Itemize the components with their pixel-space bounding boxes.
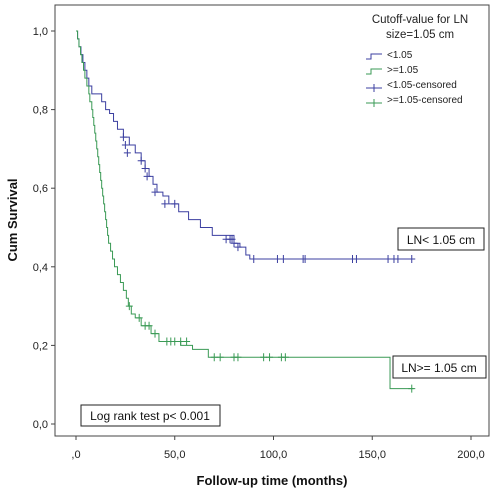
- censor-mark-series-0: [279, 254, 287, 263]
- annotation-ge105-box: [392, 355, 487, 379]
- legend-title-line-2: size=1.05 cm: [386, 29, 454, 41]
- log-rank-box: [80, 404, 221, 427]
- legend-item-ge105: >=1.05: [366, 65, 419, 76]
- censor-mark-series-0: [234, 243, 242, 252]
- censor-mark-series-0: [121, 140, 129, 149]
- censor-mark-series-1: [177, 337, 185, 346]
- legend-label-ge105-censored: >=1.05-censored: [387, 95, 463, 106]
- censor-mark-series-0: [273, 254, 281, 263]
- x-tick-label: 200,0: [457, 449, 485, 461]
- x-tick-label: 150,0: [358, 449, 386, 461]
- log-rank-annotation: Log rank test p< 0.001: [80, 404, 221, 427]
- censor-mark-series-0: [301, 254, 309, 263]
- legend-item-lt105: <1.05: [366, 50, 413, 61]
- censor-mark-series-1: [281, 353, 289, 362]
- censor-mark-series-1: [183, 337, 191, 346]
- censor-mark-series-1: [151, 329, 159, 338]
- legend-symbol-lt105-censored: [366, 84, 382, 92]
- censor-mark-series-0: [250, 254, 258, 263]
- legend-title-line-1: Cutoff-value for LN: [372, 14, 468, 26]
- legend-item-lt105-censored: <1.05-censored: [366, 80, 457, 92]
- legend-symbol-ge105: [366, 68, 382, 75]
- x-tick-label: 50,0: [164, 449, 185, 461]
- survival-curves: [76, 30, 414, 390]
- censor-mark-series-0: [123, 148, 131, 157]
- censor-mark-series-1: [266, 353, 274, 362]
- censor-mark-series-1: [171, 337, 179, 346]
- censor-mark-series-1: [125, 302, 133, 311]
- legend: Cutoff-value for LN size=1.05 cm <1.05 >…: [366, 14, 468, 107]
- y-tick-label: 0,8: [33, 105, 48, 117]
- annotation-ge105: LN>= 1.05 cm: [392, 355, 487, 379]
- censor-mark-series-1: [216, 353, 224, 362]
- y-tick-label: 1,0: [33, 26, 48, 38]
- censor-mark-series-0: [171, 199, 179, 208]
- x-axis: ,0 50,0 100,0 150,0 200,0: [71, 436, 485, 461]
- annotation-ge105-text: LN>= 1.05 cm: [401, 361, 476, 375]
- legend-item-ge105-censored: >=1.05-censored: [366, 95, 463, 107]
- y-tick-label: 0,4: [33, 262, 48, 274]
- x-tick-label: ,0: [71, 449, 80, 461]
- legend-label-lt105-censored: <1.05-censored: [387, 80, 457, 91]
- y-axis: 0,0 0,2 0,4 0,6 0,8 1,0: [33, 26, 55, 431]
- annotation-lt105-text: LN< 1.05 cm: [407, 233, 475, 247]
- legend-label-lt105: <1.05: [387, 50, 413, 61]
- censor-mark-series-0: [394, 254, 402, 263]
- log-rank-text: Log rank test p< 0.001: [90, 409, 210, 423]
- legend-label-ge105: >=1.05: [387, 65, 419, 76]
- censor-mark-series-1: [234, 353, 242, 362]
- y-tick-label: 0,6: [33, 183, 48, 195]
- censor-mark-series-0: [161, 199, 169, 208]
- censor-mark-series-1: [408, 384, 416, 393]
- censor-mark-series-0: [141, 164, 149, 173]
- censor-mark-series-0: [352, 254, 360, 263]
- censor-mark-series-1: [145, 321, 153, 330]
- survival-curve-series-1: [76, 30, 414, 390]
- censor-mark-series-1: [260, 353, 268, 362]
- legend-symbol-lt105: [366, 53, 382, 60]
- censor-marks: [119, 133, 416, 393]
- censor-mark-series-1: [210, 353, 218, 362]
- censor-mark-series-0: [119, 133, 127, 142]
- y-tick-label: 0,2: [33, 340, 48, 352]
- censor-mark-series-0: [408, 254, 416, 263]
- x-axis-title: Follow-up time (months): [197, 473, 348, 488]
- censor-mark-series-0: [230, 239, 238, 248]
- censor-mark-series-0: [384, 254, 392, 263]
- y-axis-title: Cum Survival: [5, 178, 20, 261]
- censor-mark-series-0: [137, 156, 145, 165]
- legend-symbol-ge105-censored: [366, 99, 382, 107]
- survival-curve-series-0: [76, 30, 414, 260]
- annotation-lt105: LN< 1.05 cm: [397, 227, 485, 251]
- y-tick-label: 0,0: [33, 419, 48, 431]
- censor-mark-series-1: [135, 313, 143, 322]
- x-tick-label: 100,0: [260, 449, 288, 461]
- censor-mark-series-0: [151, 188, 159, 197]
- censor-mark-series-0: [143, 172, 151, 181]
- annotation-lt105-box: [397, 227, 485, 251]
